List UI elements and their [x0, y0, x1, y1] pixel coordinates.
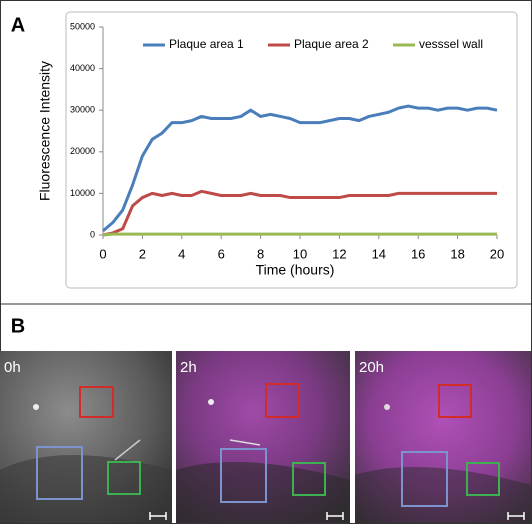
y-tick-label: 20000 [70, 146, 95, 156]
scale-bar [507, 512, 525, 520]
panel-label: A [11, 14, 25, 36]
frame-label: 2h [180, 359, 197, 376]
panel-label: B [11, 315, 25, 337]
roi-green [107, 461, 141, 495]
y-tick-label: 30000 [70, 105, 95, 115]
y-tick-label: 50000 [70, 21, 95, 31]
image-speck [384, 404, 390, 410]
roi-blue [401, 451, 448, 507]
y-tick-label: 10000 [70, 188, 95, 198]
image-shade [355, 467, 531, 523]
frame-label: 20h [359, 359, 384, 376]
roi-red [79, 386, 114, 418]
series-line [102, 189, 497, 237]
x-axis-label: Time (hours) [256, 262, 335, 278]
legend-label: vesssel wall [419, 37, 483, 51]
image-streak [229, 439, 261, 446]
plot: 0 10000 20000 30000 40000 50000 0 2 4 6 8 10 12 14 16 1… [70, 21, 504, 261]
scale-bar [326, 512, 344, 520]
frame-label: 0h [4, 359, 21, 376]
x-tick-label: 12 [332, 246, 346, 261]
roi-red [438, 384, 472, 418]
x-tick-label: 4 [178, 246, 185, 261]
legend-label: Plaque area 2 [294, 37, 369, 51]
series-line [102, 104, 498, 232]
image-streak [114, 439, 141, 461]
x-tick-label: 2 [139, 246, 146, 261]
scale-bar [149, 512, 167, 520]
x-tick-label: 20 [490, 246, 504, 261]
microscopy-frames: 0h 2h 20h [0, 351, 531, 523]
image-speck [208, 399, 214, 405]
image-shade [176, 462, 350, 523]
roi-red [265, 383, 300, 418]
image-speck [33, 404, 39, 410]
x-tick-label: 10 [293, 246, 307, 261]
x-tick-label: 14 [372, 246, 386, 261]
series-line [102, 232, 497, 237]
roi-green [466, 462, 500, 496]
chart-frame [65, 11, 518, 289]
y-tick-label: 0 [90, 229, 95, 239]
y-axis-label: Fluorescence Intensity [37, 61, 53, 201]
image-shade [0, 455, 172, 523]
x-tick-label: 18 [450, 246, 464, 261]
roi-green [292, 462, 326, 496]
x-tick-label: 0 [99, 246, 106, 261]
legend-label: Plaque area 1 [169, 37, 244, 51]
roi-blue [220, 448, 267, 503]
roi-blue [36, 446, 83, 500]
x-tick-label: 16 [411, 246, 425, 261]
x-tick-label: 8 [257, 246, 264, 261]
y-tick-label: 40000 [70, 63, 95, 73]
x-tick-label: 6 [218, 246, 225, 261]
